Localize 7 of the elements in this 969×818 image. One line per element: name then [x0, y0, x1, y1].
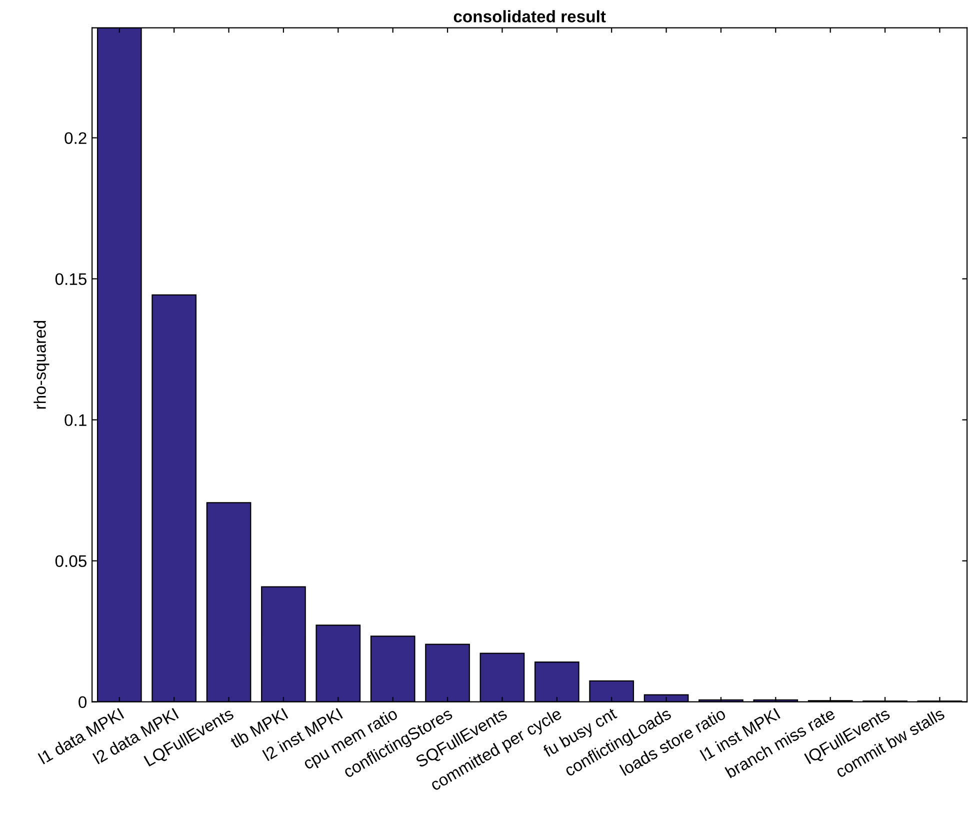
y-tick-label: 0 — [78, 696, 87, 708]
y-tick-label: 0.05 — [55, 555, 86, 568]
y-tick-label: 0.15 — [55, 273, 86, 286]
y-tick-label: 0.2 — [64, 132, 86, 144]
y-tick-label: 0.1 — [64, 414, 86, 426]
chart-title: consolidated result — [454, 10, 606, 22]
y-axis-title: rho-squared — [34, 320, 50, 409]
